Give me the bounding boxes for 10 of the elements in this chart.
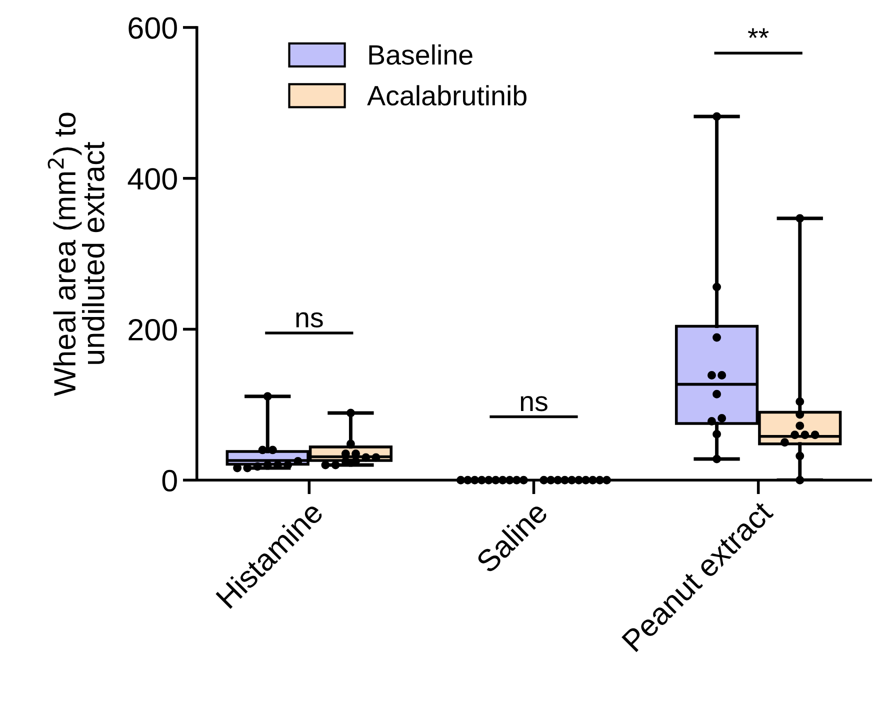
y-axis-title: Wheal area (mm$^{2}$) to undiluted extract bbox=[48, 112, 104, 396]
y-tick-label: 0 bbox=[162, 470, 177, 492]
legend-label: Baseline bbox=[369, 44, 472, 65]
annotation: ns bbox=[520, 396, 548, 412]
y-tick-label: 600 bbox=[128, 17, 177, 39]
legend-label: Acalabrutinib bbox=[367, 85, 526, 106]
annotation: ns bbox=[296, 312, 323, 328]
annotation: ** bbox=[748, 28, 769, 38]
y-tick-label: 200 bbox=[128, 318, 177, 341]
y-tick-label: 400 bbox=[128, 168, 177, 190]
